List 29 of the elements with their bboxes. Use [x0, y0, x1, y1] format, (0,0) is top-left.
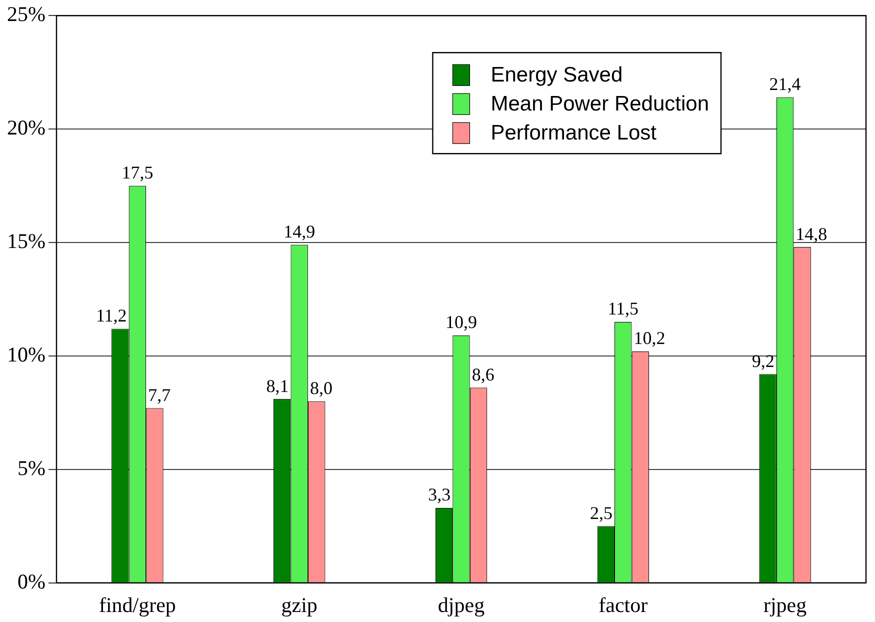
data-label: 14,9: [284, 221, 316, 242]
data-label: 8,1: [266, 376, 289, 396]
y-tick-label: 15%: [6, 228, 46, 253]
data-label: 10,9: [445, 312, 477, 332]
legend-label: Mean Power Reduction: [490, 92, 710, 116]
data-label: 17,5: [122, 162, 154, 182]
data-label: 9,2: [752, 350, 774, 371]
x-tick-label: djpeg: [438, 592, 486, 617]
data-label: 11,5: [608, 298, 639, 319]
legend-label: Performance Lost: [490, 121, 657, 144]
data-label: 7,7: [148, 384, 171, 405]
y-tick-label: 25%: [6, 2, 46, 26]
data-label: 8,0: [310, 378, 332, 398]
data-label: 11,2: [96, 305, 127, 326]
x-tick-label: factor: [598, 592, 648, 617]
y-tick-label: 20%: [6, 116, 46, 140]
data-label: 2,5: [590, 502, 613, 523]
data-label: 3,3: [428, 484, 451, 505]
data-label: 14,8: [796, 224, 828, 244]
y-tick-label: 10%: [6, 342, 46, 366]
data-label: 10,2: [634, 328, 666, 348]
x-tick-label: rjpeg: [763, 592, 808, 617]
legend-label: Energy Saved: [490, 63, 623, 86]
y-tick-label: 0%: [17, 569, 46, 594]
data-label: 8,6: [472, 364, 494, 384]
x-tick-label: find/grep: [98, 592, 176, 617]
data-label: 21,4: [769, 74, 801, 94]
x-tick-label: gzip: [281, 592, 318, 617]
y-tick-label: 5%: [17, 456, 46, 480]
